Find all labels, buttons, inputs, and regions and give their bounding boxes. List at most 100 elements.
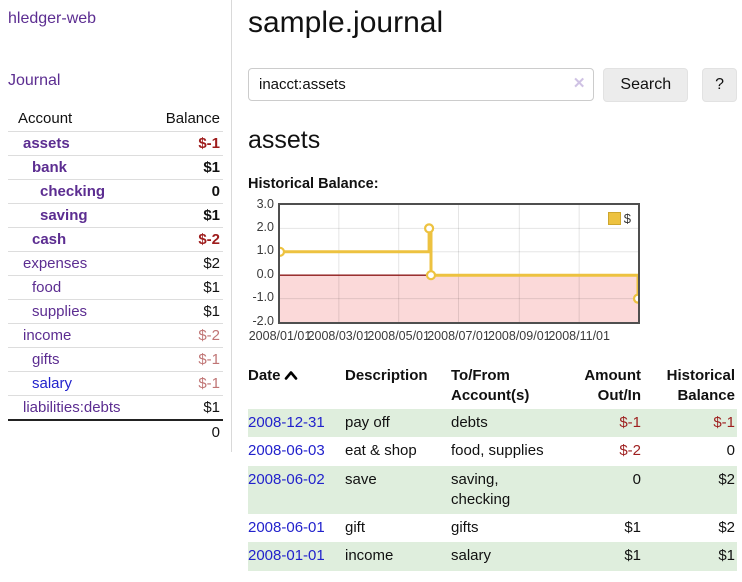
y-axis-tick-label: -2.0 bbox=[248, 314, 274, 328]
account-balance: $-1 bbox=[143, 348, 223, 372]
accounts-col-balance: Balance bbox=[143, 106, 223, 132]
account-link[interactable]: food bbox=[32, 279, 61, 296]
account-link[interactable]: cash bbox=[32, 231, 66, 248]
register-amount-cell: $1 bbox=[557, 542, 643, 570]
register-amount-cell: $1 bbox=[557, 514, 643, 542]
accounts-col-account: Account bbox=[8, 106, 143, 132]
account-balance: $1 bbox=[143, 396, 223, 421]
x-axis-tick-label: 2008/11/01 bbox=[548, 329, 610, 343]
account-balance: $1 bbox=[143, 276, 223, 300]
legend-label: $ bbox=[624, 211, 631, 226]
transaction-date-link[interactable]: 2008-06-03 bbox=[248, 442, 325, 459]
account-balance: $-1 bbox=[143, 132, 223, 156]
y-axis-tick-label: -1.0 bbox=[248, 290, 274, 304]
account-row: expenses $2 bbox=[8, 252, 223, 276]
account-balance: $-2 bbox=[143, 324, 223, 348]
register-accounts-cell: food, supplies bbox=[451, 437, 557, 465]
account-row: assets $-1 bbox=[8, 132, 223, 156]
register-description-cell: save bbox=[345, 466, 451, 515]
register-balance-cell: $1 bbox=[643, 542, 737, 570]
account-row: income $-2 bbox=[8, 324, 223, 348]
register-table: Date Description To/From Account(s) Amou… bbox=[248, 363, 737, 571]
register-col-amount: Amount Out/In bbox=[557, 363, 643, 410]
help-button[interactable]: ? bbox=[702, 68, 737, 102]
account-link[interactable]: checking bbox=[40, 183, 105, 200]
register-header-row: Date Description To/From Account(s) Amou… bbox=[248, 363, 737, 410]
balance-chart: $ 3.02.01.00.0-1.0-2.02008/01/012008/03/… bbox=[248, 199, 737, 345]
register-accounts-cell: salary bbox=[451, 542, 557, 570]
sort-ascending-icon bbox=[284, 366, 298, 386]
y-axis-tick-label: 2.0 bbox=[248, 220, 274, 234]
y-axis-tick-label: 1.0 bbox=[248, 243, 274, 257]
account-link[interactable]: bank bbox=[32, 159, 67, 176]
register-balance-cell: $2 bbox=[643, 514, 737, 542]
register-description-cell: income bbox=[345, 542, 451, 570]
accounts-total: 0 bbox=[143, 420, 223, 444]
register-date-cell: 2008-01-01 bbox=[248, 542, 345, 570]
account-row: supplies$1 bbox=[8, 300, 223, 324]
y-axis-tick-label: 0.0 bbox=[248, 267, 274, 281]
x-axis-tick-label: 2008/01/01 bbox=[249, 329, 312, 343]
account-balance: $-2 bbox=[143, 228, 223, 252]
account-row: checking 0 bbox=[8, 180, 223, 204]
x-axis-tick-label: 2008/03/01 bbox=[308, 329, 371, 343]
register-date-cell: 2008-06-02 bbox=[248, 466, 345, 515]
register-row: 2008-06-03 eat & shopfood, supplies$-20 bbox=[248, 437, 737, 465]
register-balance-cell: $2 bbox=[643, 466, 737, 515]
search-button[interactable]: Search bbox=[603, 68, 688, 102]
register-col-balance: Historical Balance bbox=[643, 363, 737, 410]
account-balance: $2 bbox=[143, 252, 223, 276]
register-accounts-cell: debts bbox=[451, 409, 557, 437]
account-row: cash $-2 bbox=[8, 228, 223, 252]
account-link[interactable]: gifts bbox=[32, 351, 60, 368]
account-link[interactable]: saving bbox=[40, 207, 88, 224]
register-date-cell: 2008-12-31 bbox=[248, 409, 345, 437]
register-col-date[interactable]: Date bbox=[248, 363, 345, 410]
register-balance-cell: 0 bbox=[643, 437, 737, 465]
account-row: bank$1 bbox=[8, 156, 223, 180]
chart-svg bbox=[280, 205, 638, 322]
accounts-total-row: 0 bbox=[8, 420, 223, 444]
x-axis-tick-label: 2008/09/01 bbox=[488, 329, 551, 343]
page-title: sample.journal bbox=[248, 6, 737, 41]
register-description-cell: eat & shop bbox=[345, 437, 451, 465]
register-description-cell: gift bbox=[345, 514, 451, 542]
account-row: saving $1 bbox=[8, 204, 223, 228]
account-row: liabilities:debts $1 bbox=[8, 396, 223, 421]
register-balance-cell: $-1 bbox=[643, 409, 737, 437]
transaction-date-link[interactable]: 2008-06-02 bbox=[248, 471, 325, 488]
register-amount-cell: $-2 bbox=[557, 437, 643, 465]
register-col-accounts: To/From Account(s) bbox=[451, 363, 557, 410]
transaction-date-link[interactable]: 2008-01-01 bbox=[248, 547, 325, 564]
account-balance: 0 bbox=[143, 180, 223, 204]
sidebar-item-journal[interactable]: Journal bbox=[8, 72, 60, 90]
transaction-date-link[interactable]: 2008-06-01 bbox=[248, 519, 325, 536]
transaction-date-link[interactable]: 2008-12-31 bbox=[248, 414, 325, 431]
chart-legend: $ bbox=[606, 210, 633, 227]
account-link[interactable]: expenses bbox=[23, 255, 87, 272]
register-date-cell: 2008-06-03 bbox=[248, 437, 345, 465]
account-row: salary$-1 bbox=[8, 372, 223, 396]
account-row: food $1 bbox=[8, 276, 223, 300]
account-link[interactable]: assets bbox=[23, 135, 70, 152]
chart-title: Historical Balance: bbox=[248, 176, 737, 192]
register-amount-cell: 0 bbox=[557, 466, 643, 515]
register-col-description: Description bbox=[345, 363, 451, 410]
account-link[interactable]: income bbox=[23, 327, 71, 344]
account-heading: assets bbox=[248, 126, 737, 155]
account-link[interactable]: supplies bbox=[32, 303, 87, 320]
accounts-header-row: Account Balance bbox=[8, 106, 223, 132]
search-form: ✕ Search ? bbox=[248, 68, 737, 102]
register-accounts-cell: gifts bbox=[451, 514, 557, 542]
account-link[interactable]: liabilities:debts bbox=[23, 399, 121, 416]
account-link[interactable]: salary bbox=[32, 375, 72, 392]
chart-plot-area: $ bbox=[278, 203, 640, 324]
register-row: 2008-01-01incomesalary$1$1 bbox=[248, 542, 737, 570]
main-pane: sample.journal ✕ Search ? assets Histori… bbox=[248, 0, 737, 571]
register-row: 2008-12-31pay offdebts$-1$-1 bbox=[248, 409, 737, 437]
clear-search-icon[interactable]: ✕ bbox=[573, 75, 586, 93]
register-amount-cell: $-1 bbox=[557, 409, 643, 437]
search-input[interactable] bbox=[248, 68, 594, 101]
account-balance: $1 bbox=[143, 204, 223, 228]
register-accounts-cell: saving, checking bbox=[451, 466, 557, 515]
